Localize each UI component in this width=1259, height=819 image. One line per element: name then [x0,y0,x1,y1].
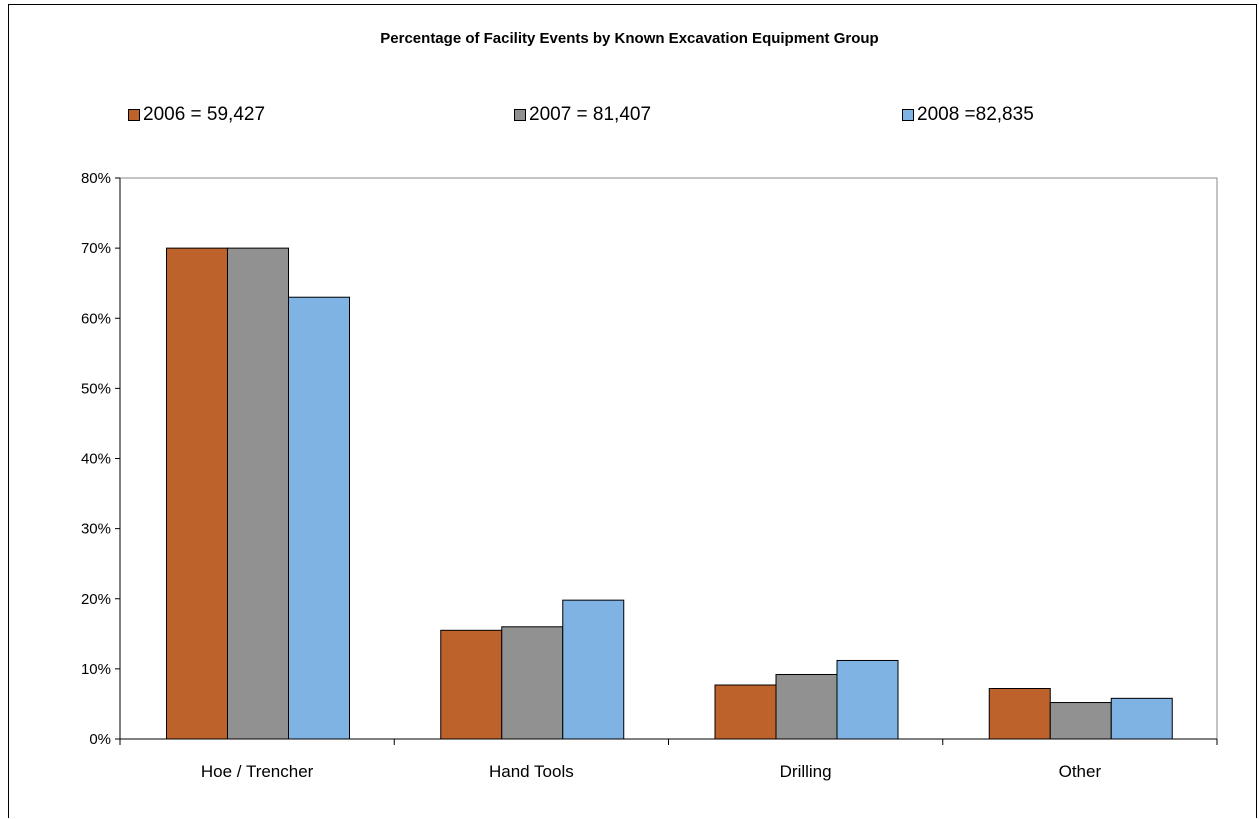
bar-drilling-0 [714,684,777,740]
legend-swatch-2008 [902,109,914,121]
y-tick-label: 20% [81,591,111,608]
legend-label-2006: 2006 = 59,427 [143,104,266,125]
y-tick-label: 80% [81,170,111,187]
y-tick-label: 30% [81,521,111,538]
x-category-label: Other [1059,762,1102,781]
y-tick-label: 0% [89,731,111,748]
bar-hoe-trencher-1 [227,247,289,740]
legend-swatch-2006 [128,109,140,121]
y-tick-label: 60% [81,310,111,327]
bar-hoe-trencher-0 [166,247,228,740]
legend-item-2007: 2007 = 81,407 [514,104,651,126]
bar-hand-tools-1 [501,626,564,740]
bar-drilling-2 [836,659,899,740]
bar-hand-tools-0 [440,629,503,740]
legend-label-2007: 2007 = 81,407 [529,104,652,125]
legend-item-2008: 2008 =82,835 [902,104,1034,126]
y-tick-label: 40% [81,451,111,468]
legend-item-2006: 2006 = 59,427 [128,104,265,126]
chart-title: Percentage of Facility Events by Known E… [380,30,879,47]
x-category-label: Hand Tools [489,762,574,781]
y-tick-label: 50% [81,380,111,397]
x-category-label: Drilling [780,762,832,781]
bar-drilling-1 [775,673,838,740]
bar-hand-tools-2 [562,599,625,740]
x-category-label: Hoe / Trencher [201,762,314,781]
bar-other-1 [1049,702,1112,740]
bar-hoe-trencher-2 [288,296,350,740]
y-tick-label: 10% [81,661,111,678]
legend-label-2008: 2008 =82,835 [917,104,1034,125]
bar-other-0 [988,688,1051,740]
legend-swatch-2007 [514,109,526,121]
chart-frame [8,4,1257,818]
bar-other-2 [1110,697,1173,740]
y-tick-label: 70% [81,240,111,257]
